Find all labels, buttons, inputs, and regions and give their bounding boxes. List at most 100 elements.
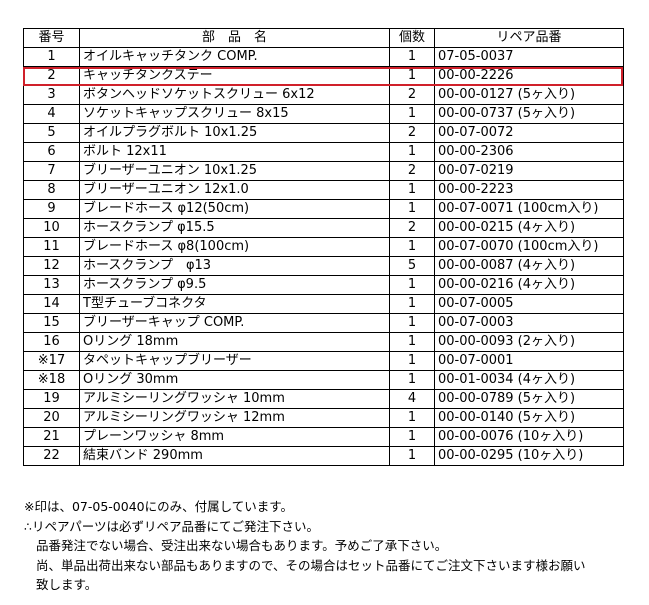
cell-repair: 07-05-0037 <box>434 47 624 67</box>
note-line: 品番発注でない場合、受注出来ない場合もあります。予めご了承下さい。 <box>36 538 448 553</box>
cell-qty: 1 <box>389 313 435 333</box>
cell-repair: 00-00-0789 (5ヶ入り) <box>434 389 624 409</box>
cell-repair: 00-00-2223 <box>434 180 624 200</box>
cell-no: 19 <box>23 389 80 409</box>
cell-qty: 1 <box>389 199 435 219</box>
cell-repair: 00-00-0140 (5ヶ入り) <box>434 408 624 428</box>
cell-qty: 1 <box>389 275 435 295</box>
cell-repair: 00-01-0034 (4ヶ入り) <box>434 370 624 390</box>
table-row: 8 ブリーザーユニオン 12x1.0 1 00-00-2223 <box>23 180 624 200</box>
table-row: 5 オイルプラグボルト 10x1.25 2 00-07-0072 <box>23 123 624 143</box>
cell-no: 1 <box>23 47 80 67</box>
cell-no: 22 <box>23 446 80 466</box>
cell-qty: 1 <box>389 332 435 352</box>
cell-name: Oリング 18mm <box>79 332 390 352</box>
table-row: 21 プレーンワッシャ 8mm 1 00-00-0076 (10ヶ入り) <box>23 427 624 447</box>
cell-name: ソケットキャップスクリュー 8x15 <box>79 104 390 124</box>
cell-no: 20 <box>23 408 80 428</box>
cell-repair: 00-00-2226 <box>434 66 624 86</box>
table-row: 6 ボルト 12x11 1 00-00-2306 <box>23 142 624 162</box>
table-row: 16 Oリング 18mm 1 00-00-0093 (2ヶ入り) <box>23 332 624 352</box>
cell-qty: 1 <box>389 446 435 466</box>
cell-no: 9 <box>23 199 80 219</box>
cell-no: 16 <box>23 332 80 352</box>
cell-repair: 00-07-0001 <box>434 351 624 371</box>
cell-no: 21 <box>23 427 80 447</box>
cell-qty: 1 <box>389 370 435 390</box>
table-row: 19 アルミシーリングワッシャ 10mm 4 00-00-0789 (5ヶ入り) <box>23 389 624 409</box>
table-row: 11 ブレードホース φ8(100cm) 1 00-07-0070 (100cm入り) <box>23 237 624 257</box>
cell-qty: 1 <box>389 237 435 257</box>
cell-qty: 1 <box>389 427 435 447</box>
cell-name: オイルキャッチタンク COMP. <box>79 47 390 67</box>
cell-repair: 00-07-0071 (100cm入り) <box>434 199 624 219</box>
cell-name: ブリーザーユニオン 10x1.25 <box>79 161 390 181</box>
cell-no: 14 <box>23 294 80 314</box>
cell-name: 結束バンド 290mm <box>79 446 390 466</box>
table-row: 1 オイルキャッチタンク COMP. 1 07-05-0037 <box>23 47 624 67</box>
cell-repair: 00-00-0127 (5ヶ入り) <box>434 85 624 105</box>
header-qty: 個数 <box>389 28 435 48</box>
cell-name: ホースクランプ φ13 <box>79 256 390 276</box>
header-no: 番号 <box>23 28 80 48</box>
cell-name: アルミシーリングワッシャ 10mm <box>79 389 390 409</box>
table-row: ※17 タペットキャップブリーザー 1 00-07-0001 <box>23 351 624 371</box>
table-row: 9 ブレードホース φ12(50cm) 1 00-07-0071 (100cm入り) <box>23 199 624 219</box>
cell-qty: 1 <box>389 180 435 200</box>
cell-qty: 2 <box>389 123 435 143</box>
cell-name: アルミシーリングワッシャ 12mm <box>79 408 390 428</box>
cell-name: ホースクランプ φ15.5 <box>79 218 390 238</box>
cell-no: 4 <box>23 104 80 124</box>
cell-qty: 2 <box>389 85 435 105</box>
cell-no: 12 <box>23 256 80 276</box>
parts-table: 番号 部 品 名 個数 リペア品番 1 オイルキャッチタンク COMP. 1 07-0… <box>23 28 624 466</box>
table-row: 14 T型チューブコネクタ 1 00-07-0005 <box>23 294 624 314</box>
cell-repair: 00-00-2306 <box>434 142 624 162</box>
note-line: 致します。 <box>36 577 98 592</box>
cell-repair: 00-00-0093 (2ヶ入り) <box>434 332 624 352</box>
cell-name: ブレードホース φ12(50cm) <box>79 199 390 219</box>
cell-qty: 1 <box>389 142 435 162</box>
cell-repair: 00-07-0070 (100cm入り) <box>434 237 624 257</box>
note-line: 尚、単品出荷出来ない部品もありますので、その場合はセット品番にてご注文下さいます… <box>36 557 586 573</box>
cell-no: ※17 <box>23 351 80 371</box>
cell-name: ブリーザーキャップ COMP. <box>79 313 390 333</box>
table-row: 15 ブリーザーキャップ COMP. 1 00-07-0003 <box>23 313 624 333</box>
cell-no: 8 <box>23 180 80 200</box>
cell-name: ボタンヘッドソケットスクリュー 6x12 <box>79 85 390 105</box>
cell-no: 10 <box>23 218 80 238</box>
table-row: 2 キャッチタンクステー 1 00-00-2226 <box>23 66 624 86</box>
cell-repair: 00-07-0072 <box>434 123 624 143</box>
notes: ※印は、07-05-0040にのみ、付属しています。 ∴リペアパーツは必ずリペア… <box>24 497 634 595</box>
cell-name: Oリング 30mm <box>79 370 390 390</box>
cell-repair: 00-07-0003 <box>434 313 624 333</box>
table-row: 10 ホースクランプ φ15.5 2 00-00-0215 (4ヶ入り) <box>23 218 624 238</box>
cell-qty: 1 <box>389 66 435 86</box>
cell-name: ホースクランプ φ9.5 <box>79 275 390 295</box>
table-header-row: 番号 部 品 名 個数 リペア品番 <box>23 28 624 48</box>
cell-qty: 1 <box>389 408 435 428</box>
table-row: 20 アルミシーリングワッシャ 12mm 1 00-00-0140 (5ヶ入り) <box>23 408 624 428</box>
cell-qty: 2 <box>389 161 435 181</box>
cell-repair: 00-00-0087 (4ヶ入り) <box>434 256 624 276</box>
cell-no: 5 <box>23 123 80 143</box>
cell-repair: 00-00-0215 (4ヶ入り) <box>434 218 624 238</box>
cell-no: 6 <box>23 142 80 162</box>
cell-name: ブリーザーユニオン 12x1.0 <box>79 180 390 200</box>
cell-name: ボルト 12x11 <box>79 142 390 162</box>
cell-name: ブレードホース φ8(100cm) <box>79 237 390 257</box>
cell-repair: 00-00-0216 (4ヶ入り) <box>434 275 624 295</box>
cell-repair: 00-00-0737 (5ヶ入り) <box>434 104 624 124</box>
cell-no: 3 <box>23 85 80 105</box>
table-row: 12 ホースクランプ φ13 5 00-00-0087 (4ヶ入り) <box>23 256 624 276</box>
cell-no: 2 <box>23 66 80 86</box>
cell-name: プレーンワッシャ 8mm <box>79 427 390 447</box>
cell-qty: 4 <box>389 389 435 409</box>
cell-no: 15 <box>23 313 80 333</box>
cell-qty: 5 <box>389 256 435 276</box>
table-row: 3 ボタンヘッドソケットスクリュー 6x12 2 00-00-0127 (5ヶ入り) <box>23 85 624 105</box>
cell-qty: 2 <box>389 218 435 238</box>
table-row: 4 ソケットキャップスクリュー 8x15 1 00-00-0737 (5ヶ入り) <box>23 104 624 124</box>
cell-qty: 1 <box>389 47 435 67</box>
cell-no: 11 <box>23 237 80 257</box>
